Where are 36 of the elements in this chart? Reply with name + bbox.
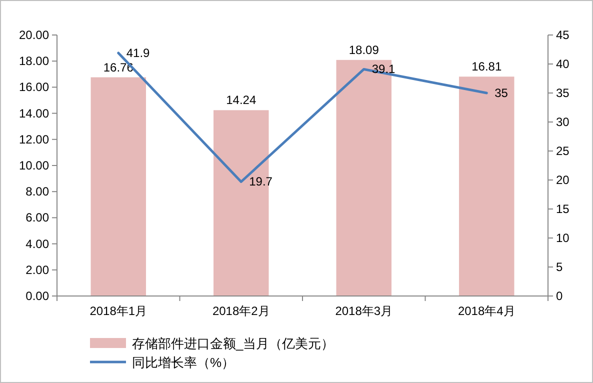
y2-tick-label: 30 — [556, 115, 570, 129]
legend-label: 同比增长率（%） — [132, 355, 235, 370]
y2-tick-label: 15 — [556, 202, 570, 216]
y2-tick-label: 10 — [556, 231, 570, 245]
bar — [90, 77, 146, 296]
y2-tick-label: 40 — [556, 57, 570, 71]
data-label: 18.09 — [348, 42, 380, 57]
y-tick-label: 14.00 — [18, 106, 50, 120]
y-tick-label: 4.00 — [26, 236, 50, 251]
y-tick-label: 18.00 — [18, 54, 50, 68]
y2-tick-label: 5 — [556, 260, 563, 274]
y-tick-label: 2.00 — [26, 262, 50, 277]
y2-tick-label: 25 — [556, 144, 570, 158]
x-tick-label: 2018年4月 — [458, 304, 516, 318]
y-tick-label: 10.00 — [18, 158, 50, 172]
y-tick-label: 16.00 — [18, 80, 50, 94]
y-tick-label: 12.00 — [18, 132, 50, 146]
data-label: 41.9 — [126, 46, 150, 60]
y-tick-label: 0.00 — [26, 289, 50, 303]
y-tick-label: 8.00 — [26, 184, 50, 199]
data-label: 19.7 — [249, 174, 273, 189]
x-tick-label: 2018年3月 — [335, 304, 393, 318]
data-label: 14.24 — [226, 93, 256, 108]
data-label: 35 — [494, 86, 508, 100]
legend-label: 存储部件进口金额_当月（亿美元） — [132, 336, 334, 351]
x-tick-label: 2018年2月 — [212, 304, 270, 318]
y2-tick-label: 45 — [556, 28, 570, 42]
x-tick-label: 2018年1月 — [90, 304, 148, 318]
data-label: 16.81 — [472, 60, 502, 74]
y2-tick-label: 20 — [556, 173, 570, 187]
y-tick-label: 20.00 — [18, 28, 50, 42]
y-tick-label: 6.00 — [26, 210, 50, 225]
data-label: 39.1 — [372, 62, 396, 76]
y2-tick-label: 0 — [556, 289, 563, 303]
bar — [459, 76, 514, 296]
y2-tick-label: 35 — [556, 86, 570, 100]
